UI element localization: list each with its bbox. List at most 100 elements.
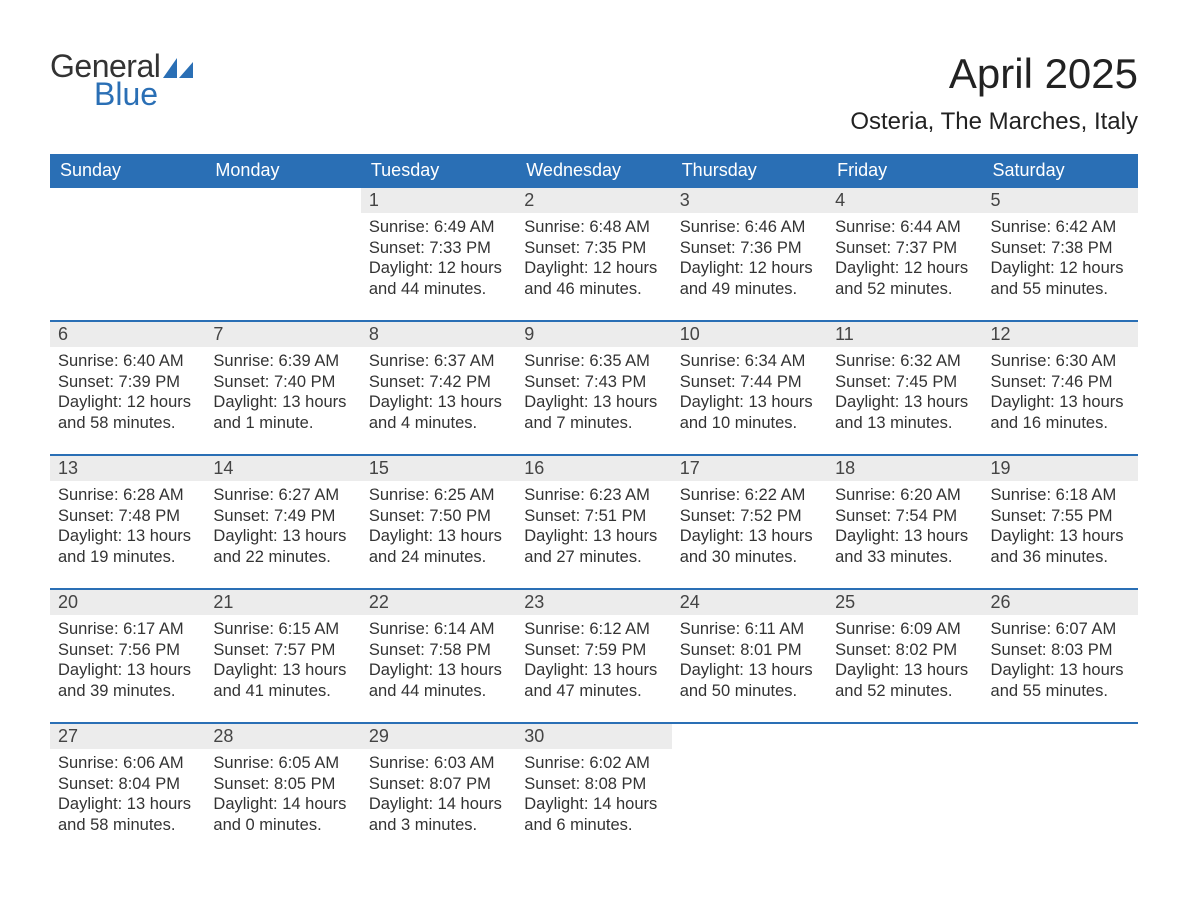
sunset-line: Sunset: 7:56 PM bbox=[58, 640, 197, 661]
day-content-cell: Sunrise: 6:14 AMSunset: 7:58 PMDaylight:… bbox=[361, 615, 516, 723]
day-number-cell: 30 bbox=[516, 723, 671, 749]
day-number-row: 13141516171819 bbox=[50, 455, 1138, 481]
daylight-line: Daylight: 13 hours and 50 minutes. bbox=[680, 660, 819, 701]
day-number-cell: 18 bbox=[827, 455, 982, 481]
sunrise-line: Sunrise: 6:14 AM bbox=[369, 619, 508, 640]
day-number-cell: 20 bbox=[50, 589, 205, 615]
sunrise-line: Sunrise: 6:22 AM bbox=[680, 485, 819, 506]
day-content-cell: Sunrise: 6:39 AMSunset: 7:40 PMDaylight:… bbox=[205, 347, 360, 455]
sunrise-line: Sunrise: 6:05 AM bbox=[213, 753, 352, 774]
day-content-cell: Sunrise: 6:06 AMSunset: 8:04 PMDaylight:… bbox=[50, 749, 205, 857]
sunrise-line: Sunrise: 6:46 AM bbox=[680, 217, 819, 238]
day-content-cell: Sunrise: 6:40 AMSunset: 7:39 PMDaylight:… bbox=[50, 347, 205, 455]
sunset-line: Sunset: 8:01 PM bbox=[680, 640, 819, 661]
daylight-line: Daylight: 12 hours and 52 minutes. bbox=[835, 258, 974, 299]
day-number-cell: 12 bbox=[983, 321, 1138, 347]
day-number-cell: 3 bbox=[672, 188, 827, 213]
daylight-line: Daylight: 13 hours and 16 minutes. bbox=[991, 392, 1130, 433]
day-number-cell: 14 bbox=[205, 455, 360, 481]
daylight-line: Daylight: 13 hours and 52 minutes. bbox=[835, 660, 974, 701]
daylight-line: Daylight: 13 hours and 41 minutes. bbox=[213, 660, 352, 701]
daylight-line: Daylight: 13 hours and 30 minutes. bbox=[680, 526, 819, 567]
daylight-line: Daylight: 14 hours and 0 minutes. bbox=[213, 794, 352, 835]
day-number-cell: 23 bbox=[516, 589, 671, 615]
sunrise-line: Sunrise: 6:23 AM bbox=[524, 485, 663, 506]
day-number-cell: 19 bbox=[983, 455, 1138, 481]
daylight-line: Daylight: 13 hours and 44 minutes. bbox=[369, 660, 508, 701]
day-number-row: 27282930 bbox=[50, 723, 1138, 749]
day-content-cell: Sunrise: 6:09 AMSunset: 8:02 PMDaylight:… bbox=[827, 615, 982, 723]
location-subtitle: Osteria, The Marches, Italy bbox=[850, 108, 1138, 136]
daylight-line: Daylight: 13 hours and 47 minutes. bbox=[524, 660, 663, 701]
day-content-cell: Sunrise: 6:37 AMSunset: 7:42 PMDaylight:… bbox=[361, 347, 516, 455]
sunset-line: Sunset: 7:45 PM bbox=[835, 372, 974, 393]
day-content-cell: Sunrise: 6:42 AMSunset: 7:38 PMDaylight:… bbox=[983, 213, 1138, 321]
sunrise-line: Sunrise: 6:18 AM bbox=[991, 485, 1130, 506]
day-number-row: 20212223242526 bbox=[50, 589, 1138, 615]
sunrise-line: Sunrise: 6:03 AM bbox=[369, 753, 508, 774]
day-number-cell bbox=[827, 723, 982, 749]
sunrise-line: Sunrise: 6:02 AM bbox=[524, 753, 663, 774]
month-title: April 2025 bbox=[850, 50, 1138, 98]
day-number-cell: 2 bbox=[516, 188, 671, 213]
day-number-cell: 22 bbox=[361, 589, 516, 615]
day-content-cell: Sunrise: 6:27 AMSunset: 7:49 PMDaylight:… bbox=[205, 481, 360, 589]
day-number-cell: 6 bbox=[50, 321, 205, 347]
weekday-header: Saturday bbox=[983, 154, 1138, 188]
sunrise-line: Sunrise: 6:11 AM bbox=[680, 619, 819, 640]
day-content-cell: Sunrise: 6:49 AMSunset: 7:33 PMDaylight:… bbox=[361, 213, 516, 321]
weekday-header: Sunday bbox=[50, 154, 205, 188]
day-number-cell: 25 bbox=[827, 589, 982, 615]
daylight-line: Daylight: 12 hours and 44 minutes. bbox=[369, 258, 508, 299]
day-content-cell: Sunrise: 6:35 AMSunset: 7:43 PMDaylight:… bbox=[516, 347, 671, 455]
day-content-cell: Sunrise: 6:05 AMSunset: 8:05 PMDaylight:… bbox=[205, 749, 360, 857]
day-number-cell: 10 bbox=[672, 321, 827, 347]
day-content-cell: Sunrise: 6:25 AMSunset: 7:50 PMDaylight:… bbox=[361, 481, 516, 589]
header: General Blue April 2025 Osteria, The Mar… bbox=[50, 50, 1138, 150]
day-content-cell: Sunrise: 6:44 AMSunset: 7:37 PMDaylight:… bbox=[827, 213, 982, 321]
calendar-table: Sunday Monday Tuesday Wednesday Thursday… bbox=[50, 154, 1138, 857]
day-content-cell bbox=[983, 749, 1138, 857]
day-number-cell: 27 bbox=[50, 723, 205, 749]
day-number-cell: 24 bbox=[672, 589, 827, 615]
sunset-line: Sunset: 7:52 PM bbox=[680, 506, 819, 527]
day-number-cell: 21 bbox=[205, 589, 360, 615]
sunrise-line: Sunrise: 6:25 AM bbox=[369, 485, 508, 506]
sunrise-line: Sunrise: 6:06 AM bbox=[58, 753, 197, 774]
sunset-line: Sunset: 8:07 PM bbox=[369, 774, 508, 795]
day-number-cell: 1 bbox=[361, 188, 516, 213]
sunset-line: Sunset: 8:05 PM bbox=[213, 774, 352, 795]
sunset-line: Sunset: 7:58 PM bbox=[369, 640, 508, 661]
sunset-line: Sunset: 7:43 PM bbox=[524, 372, 663, 393]
day-number-cell: 13 bbox=[50, 455, 205, 481]
sunrise-line: Sunrise: 6:09 AM bbox=[835, 619, 974, 640]
weekday-header: Friday bbox=[827, 154, 982, 188]
daylight-line: Daylight: 13 hours and 27 minutes. bbox=[524, 526, 663, 567]
day-number-cell: 9 bbox=[516, 321, 671, 347]
sunrise-line: Sunrise: 6:44 AM bbox=[835, 217, 974, 238]
sunset-line: Sunset: 7:39 PM bbox=[58, 372, 197, 393]
day-content-cell: Sunrise: 6:30 AMSunset: 7:46 PMDaylight:… bbox=[983, 347, 1138, 455]
daylight-line: Daylight: 13 hours and 1 minute. bbox=[213, 392, 352, 433]
sunrise-line: Sunrise: 6:42 AM bbox=[991, 217, 1130, 238]
sunset-line: Sunset: 7:46 PM bbox=[991, 372, 1130, 393]
day-number-cell bbox=[50, 188, 205, 213]
daylight-line: Daylight: 13 hours and 7 minutes. bbox=[524, 392, 663, 433]
sunset-line: Sunset: 8:08 PM bbox=[524, 774, 663, 795]
day-number-cell bbox=[983, 723, 1138, 749]
sunrise-line: Sunrise: 6:30 AM bbox=[991, 351, 1130, 372]
daylight-line: Daylight: 13 hours and 19 minutes. bbox=[58, 526, 197, 567]
day-number-cell: 16 bbox=[516, 455, 671, 481]
day-content-cell: Sunrise: 6:32 AMSunset: 7:45 PMDaylight:… bbox=[827, 347, 982, 455]
sunset-line: Sunset: 7:59 PM bbox=[524, 640, 663, 661]
sunrise-line: Sunrise: 6:40 AM bbox=[58, 351, 197, 372]
sunset-line: Sunset: 7:50 PM bbox=[369, 506, 508, 527]
day-number-cell: 28 bbox=[205, 723, 360, 749]
sunrise-line: Sunrise: 6:28 AM bbox=[58, 485, 197, 506]
day-number-cell: 29 bbox=[361, 723, 516, 749]
sunset-line: Sunset: 7:33 PM bbox=[369, 238, 508, 259]
daylight-line: Daylight: 14 hours and 3 minutes. bbox=[369, 794, 508, 835]
sunrise-line: Sunrise: 6:39 AM bbox=[213, 351, 352, 372]
day-content-cell bbox=[672, 749, 827, 857]
sunset-line: Sunset: 7:35 PM bbox=[524, 238, 663, 259]
